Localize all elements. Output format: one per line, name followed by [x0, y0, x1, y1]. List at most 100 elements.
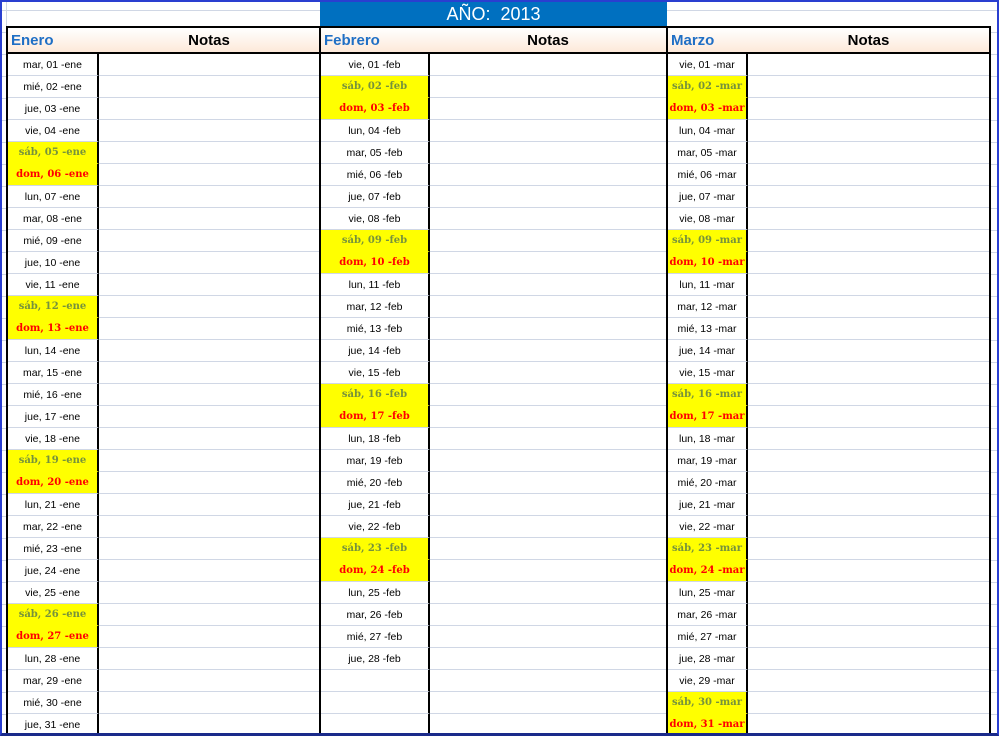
date-cell[interactable]: vie, 18 -ene — [8, 428, 99, 450]
notes-cell[interactable] — [748, 670, 989, 692]
month-name[interactable]: Febrero — [324, 32, 380, 49]
notes-cell[interactable] — [430, 560, 666, 582]
notes-cell[interactable] — [430, 186, 666, 208]
date-cell[interactable]: jue, 28 -feb — [321, 648, 430, 670]
date-cell[interactable]: dom, 24 -feb — [321, 560, 430, 582]
notes-cell[interactable] — [748, 186, 989, 208]
notes-cell[interactable] — [99, 230, 319, 252]
date-cell[interactable]: dom, 10 -mar — [668, 252, 748, 274]
date-cell[interactable]: dom, 17 -feb — [321, 406, 430, 428]
notes-cell[interactable] — [99, 538, 319, 560]
date-cell[interactable]: dom, 17 -mar — [668, 406, 748, 428]
notes-cell[interactable] — [430, 120, 666, 142]
notes-cell[interactable] — [748, 54, 989, 76]
notes-cell[interactable] — [99, 296, 319, 318]
notes-cell[interactable] — [748, 98, 989, 120]
notes-cell[interactable] — [748, 164, 989, 186]
notes-cell[interactable] — [748, 428, 989, 450]
date-cell[interactable]: mié, 30 -ene — [8, 692, 99, 714]
date-cell[interactable]: sáb, 26 -ene — [8, 604, 99, 626]
notes-cell[interactable] — [748, 318, 989, 340]
notes-cell[interactable] — [430, 384, 666, 406]
notes-cell[interactable] — [430, 230, 666, 252]
date-cell[interactable]: lun, 11 -feb — [321, 274, 430, 296]
notes-cell[interactable] — [748, 648, 989, 670]
date-cell[interactable] — [321, 692, 430, 714]
date-cell[interactable]: dom, 13 -ene — [8, 318, 99, 340]
notes-cell[interactable] — [430, 450, 666, 472]
notes-cell[interactable] — [748, 208, 989, 230]
month-name[interactable]: Marzo — [671, 32, 715, 49]
notes-cell[interactable] — [430, 516, 666, 538]
date-cell[interactable]: jue, 21 -feb — [321, 494, 430, 516]
date-cell[interactable]: lun, 18 -feb — [321, 428, 430, 450]
notes-cell[interactable] — [430, 296, 666, 318]
notes-cell[interactable] — [99, 648, 319, 670]
notes-cell[interactable] — [99, 54, 319, 76]
notes-cell[interactable] — [99, 560, 319, 582]
notes-cell[interactable] — [748, 494, 989, 516]
date-cell[interactable]: sáb, 09 -feb — [321, 230, 430, 252]
date-cell[interactable]: jue, 10 -ene — [8, 252, 99, 274]
notes-cell[interactable] — [430, 428, 666, 450]
notes-cell[interactable] — [99, 362, 319, 384]
date-cell[interactable]: dom, 03 -feb — [321, 98, 430, 120]
notes-cell[interactable] — [748, 252, 989, 274]
date-cell[interactable]: lun, 18 -mar — [668, 428, 748, 450]
date-cell[interactable]: sáb, 23 -feb — [321, 538, 430, 560]
date-cell[interactable]: sáb, 30 -mar — [668, 692, 748, 714]
notes-cell[interactable] — [99, 142, 319, 164]
notes-cell[interactable] — [430, 98, 666, 120]
date-cell[interactable]: lun, 28 -ene — [8, 648, 99, 670]
date-cell[interactable]: vie, 15 -feb — [321, 362, 430, 384]
date-cell[interactable]: lun, 25 -mar — [668, 582, 748, 604]
year-title-cell[interactable]: AÑO: 2013 — [320, 2, 667, 27]
notes-cell[interactable] — [748, 516, 989, 538]
date-cell[interactable]: jue, 24 -ene — [8, 560, 99, 582]
notes-cell[interactable] — [430, 340, 666, 362]
date-cell[interactable]: jue, 03 -ene — [8, 98, 99, 120]
notes-cell[interactable] — [430, 714, 666, 733]
notes-cell[interactable] — [99, 164, 319, 186]
date-cell[interactable]: mié, 06 -feb — [321, 164, 430, 186]
date-cell[interactable]: jue, 07 -feb — [321, 186, 430, 208]
date-cell[interactable]: mar, 12 -feb — [321, 296, 430, 318]
date-cell[interactable]: dom, 06 -ene — [8, 164, 99, 186]
date-cell[interactable] — [321, 670, 430, 692]
date-cell[interactable]: sáb, 02 -mar — [668, 76, 748, 98]
notes-cell[interactable] — [748, 406, 989, 428]
date-cell[interactable]: jue, 07 -mar — [668, 186, 748, 208]
date-cell[interactable]: mar, 19 -mar — [668, 450, 748, 472]
date-cell[interactable]: mar, 05 -mar — [668, 142, 748, 164]
notes-cell[interactable] — [99, 406, 319, 428]
notes-cell[interactable] — [748, 714, 989, 733]
notes-cell[interactable] — [430, 472, 666, 494]
notes-cell[interactable] — [430, 318, 666, 340]
date-cell[interactable]: vie, 01 -feb — [321, 54, 430, 76]
date-cell[interactable]: mié, 13 -feb — [321, 318, 430, 340]
notes-cell[interactable] — [99, 670, 319, 692]
date-cell[interactable]: lun, 07 -ene — [8, 186, 99, 208]
notes-cell[interactable] — [430, 362, 666, 384]
date-cell[interactable]: mar, 01 -ene — [8, 54, 99, 76]
notes-cell[interactable] — [99, 98, 319, 120]
notes-cell[interactable] — [430, 274, 666, 296]
date-cell[interactable]: dom, 27 -ene — [8, 626, 99, 648]
notes-cell[interactable] — [430, 648, 666, 670]
notes-cell[interactable] — [430, 494, 666, 516]
notes-cell[interactable] — [430, 252, 666, 274]
notes-cell[interactable] — [748, 384, 989, 406]
date-cell[interactable]: sáb, 09 -mar — [668, 230, 748, 252]
date-cell[interactable]: lun, 11 -mar — [668, 274, 748, 296]
notes-cell[interactable] — [748, 274, 989, 296]
notes-cell[interactable] — [430, 538, 666, 560]
notes-cell[interactable] — [430, 76, 666, 98]
date-cell[interactable]: vie, 08 -mar — [668, 208, 748, 230]
notes-cell[interactable] — [748, 692, 989, 714]
notes-cell[interactable] — [99, 252, 319, 274]
notes-cell[interactable] — [430, 582, 666, 604]
date-cell[interactable]: lun, 21 -ene — [8, 494, 99, 516]
date-cell[interactable]: vie, 22 -feb — [321, 516, 430, 538]
date-cell[interactable]: jue, 31 -ene — [8, 714, 99, 733]
notes-cell[interactable] — [748, 538, 989, 560]
